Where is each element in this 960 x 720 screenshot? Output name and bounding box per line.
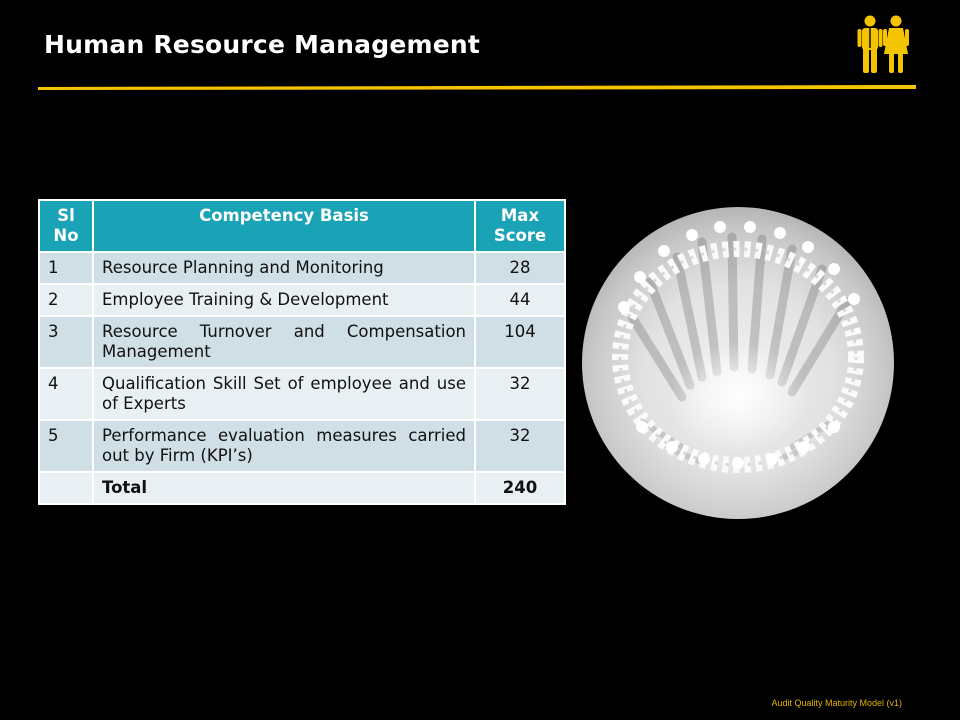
title-underline [38, 85, 916, 90]
row-basis: Performance evaluation measures carried … [92, 419, 476, 473]
total-label: Total [92, 471, 476, 505]
footer-text: Audit Quality Maturity Model (v1) [771, 698, 902, 708]
row-basis: Qualification Skill Set of employee and … [92, 367, 476, 421]
total-score: 240 [474, 471, 566, 505]
row-score: 32 [474, 367, 566, 421]
row-score: 104 [474, 315, 566, 369]
row-score: 32 [474, 419, 566, 473]
table-row: 3 Resource Turnover and Compensation Man… [38, 315, 566, 369]
header-max-score: Max Score [474, 199, 566, 253]
total-row: Total 240 [38, 471, 566, 505]
row-sl: 1 [38, 251, 94, 285]
header-sl-no: Sl No [38, 199, 94, 253]
row-score: 44 [474, 283, 566, 317]
row-sl: 2 [38, 283, 94, 317]
table-row: 1 Resource Planning and Monitoring 28 [38, 251, 566, 285]
row-basis: Employee Training & Development [92, 283, 476, 317]
table-row: 5 Performance evaluation measures carrie… [38, 419, 566, 473]
row-basis: Resource Planning and Monitoring [92, 251, 476, 285]
table-header-row: Sl No Competency Basis Max Score [38, 199, 566, 253]
page-title: Human Resource Management [44, 30, 481, 59]
header-competency-basis: Competency Basis [92, 199, 476, 253]
row-score: 28 [474, 251, 566, 285]
man-woman-icon [857, 15, 909, 73]
table-row: 4 Qualification Skill Set of employee an… [38, 367, 566, 421]
row-basis: Resource Turnover and Compensation Manag… [92, 315, 476, 369]
row-sl: 4 [38, 367, 94, 421]
paper-people-circle-photo [582, 207, 894, 519]
row-sl: 3 [38, 315, 94, 369]
row-sl: 5 [38, 419, 94, 473]
competency-table: Sl No Competency Basis Max Score 1 Resou… [38, 199, 566, 505]
table-row: 2 Employee Training & Development 44 [38, 283, 566, 317]
total-sl [38, 471, 94, 505]
